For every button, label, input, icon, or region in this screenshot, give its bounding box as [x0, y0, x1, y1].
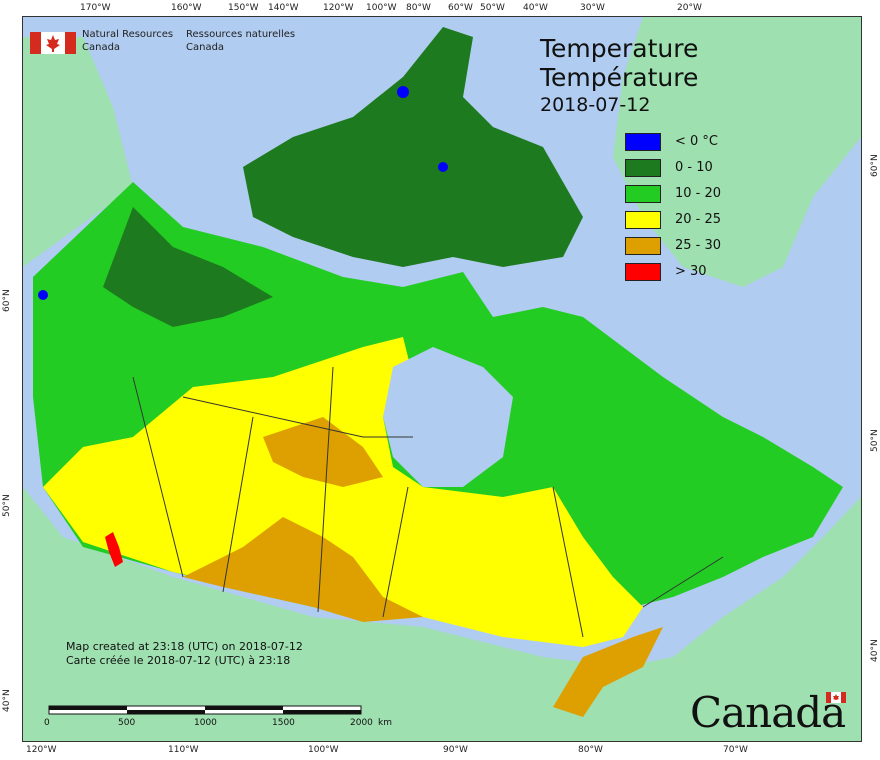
- scale-label: 0: [44, 718, 50, 728]
- region-25-30-east: [263, 417, 383, 487]
- provincial-borders: [132, 366, 724, 638]
- region-25-30: [183, 517, 423, 622]
- graticule-label: 50°W: [480, 3, 505, 13]
- legend-label: 10 - 20: [675, 186, 722, 201]
- scale-label: 500: [118, 718, 136, 728]
- legend-label: < 0 °C: [675, 134, 719, 149]
- graticule-label: 60°N: [2, 289, 12, 312]
- graticule-label: 50°N: [2, 494, 12, 517]
- legend-label: 20 - 25: [675, 212, 722, 227]
- legend-swatch: [625, 159, 661, 177]
- graticule-label: 60°N: [870, 154, 880, 177]
- wordmark-flag-icon: [826, 692, 846, 703]
- graticule-label: 140°W: [268, 3, 299, 13]
- legend-swatch: [625, 133, 661, 151]
- credit-fr: Carte créée le 2018-07-12 (UTC) à 23:18: [66, 654, 291, 667]
- graticule-label: 20°W: [677, 3, 702, 13]
- legend-swatch: [625, 211, 661, 229]
- legend-label: 0 - 10: [675, 160, 713, 175]
- graticule-label: 120°W: [323, 3, 354, 13]
- graticule-label: 80°W: [406, 3, 431, 13]
- legend-swatch: [625, 185, 661, 203]
- graticule-label: 100°W: [308, 745, 339, 755]
- map-title: Temperature Température 2018-07-12: [540, 34, 698, 118]
- graticule-label: 150°W: [228, 3, 259, 13]
- title-fr: Température: [540, 63, 699, 92]
- region-below-0-a: [397, 86, 409, 98]
- greenland-land: [613, 17, 861, 287]
- map-credit: Map created at 23:18 (UTC) on 2018-07-12…: [66, 640, 303, 668]
- graticule-label: 40°N: [870, 639, 880, 662]
- graticule-label: 100°W: [366, 3, 397, 13]
- legend-swatch: [625, 237, 661, 255]
- legend-label: > 30: [675, 264, 707, 279]
- scale-label: 1500: [272, 718, 295, 728]
- usa-land: [23, 487, 861, 741]
- agency-name-fr: Ressources naturelles Canada: [186, 29, 296, 53]
- region-20-25: [43, 337, 643, 647]
- alaska-land: [23, 37, 133, 267]
- credit-en: Map created at 23:18 (UTC) on 2018-07-12: [66, 640, 303, 653]
- graticule-label: 160°W: [171, 3, 202, 13]
- graticule-label: 90°W: [443, 745, 468, 755]
- northern-mainland-0-10: [103, 207, 273, 327]
- region-over-30: [105, 532, 123, 567]
- scale-label: 1000: [194, 718, 217, 728]
- agency-name-en: Natural Resources Canada: [82, 29, 174, 53]
- legend-swatch: [625, 263, 661, 281]
- scale-unit: km: [378, 718, 392, 728]
- canada-flag-icon: [30, 32, 76, 54]
- hudson-bay: [383, 347, 513, 487]
- temperature-map: [23, 17, 861, 741]
- graticule-label: 170°W: [80, 3, 111, 13]
- legend-label: 25 - 30: [675, 238, 722, 253]
- graticule-label: 70°W: [723, 745, 748, 755]
- graticule-label: 110°W: [168, 745, 199, 755]
- graticule-label: 120°W: [26, 745, 57, 755]
- arctic-islands: [243, 27, 583, 267]
- southern-ontario-25-30: [553, 627, 663, 717]
- graticule-label: 80°W: [578, 745, 603, 755]
- region-below-0-b: [438, 162, 448, 172]
- title-en: Temperature: [540, 34, 699, 63]
- scale-bar: [48, 705, 362, 715]
- map-date: 2018-07-12: [540, 94, 651, 116]
- graticule-label: 50°N: [870, 429, 880, 452]
- graticule-label: 40°W: [523, 3, 548, 13]
- graticule-label: 40°N: [2, 689, 12, 712]
- graticule-label: 30°W: [580, 3, 605, 13]
- region-below-0-c: [38, 290, 48, 300]
- graticule-label: 60°W: [448, 3, 473, 13]
- map-frame: [22, 16, 862, 742]
- scale-label: 2000: [350, 718, 373, 728]
- canada-wordmark: Canada: [690, 688, 846, 737]
